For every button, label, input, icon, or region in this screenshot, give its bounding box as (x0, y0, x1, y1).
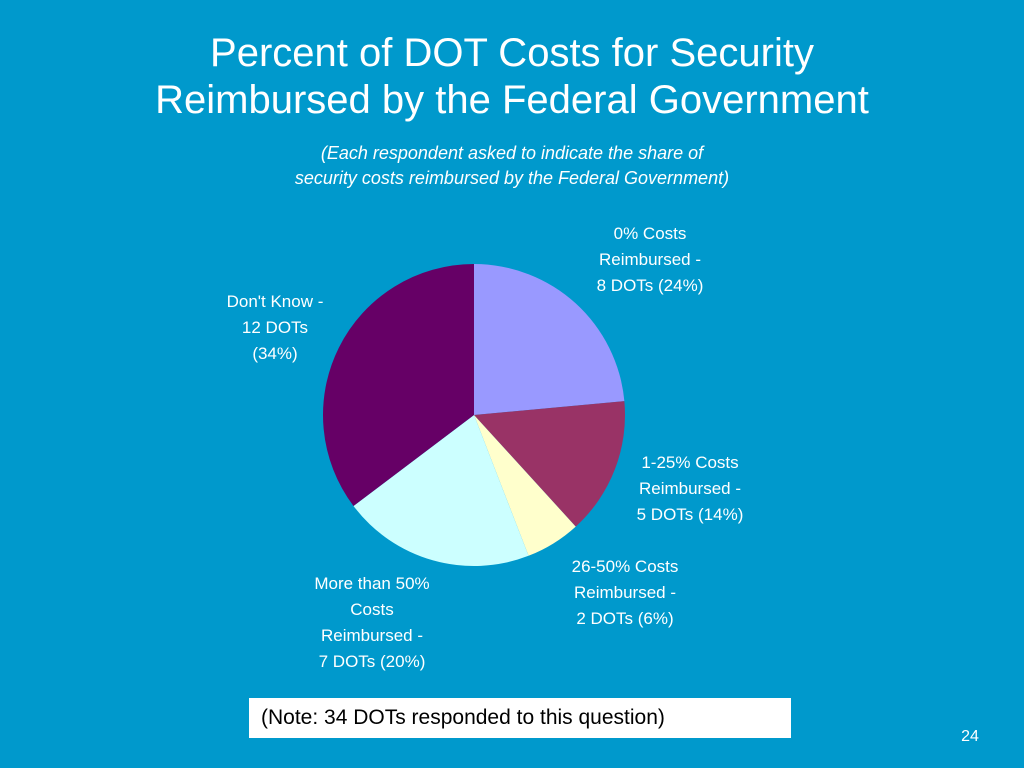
slide-title-line-2: Reimbursed by the Federal Government (155, 78, 869, 122)
slice-1-25-percent (474, 401, 625, 527)
slice-label-0-percent: 0% Costs Reimbursed - 8 DOTs (24%) (596, 224, 704, 295)
slice-label-1-25-percent: 1-25% Costs Reimbursed - 5 DOTs (14%) (636, 453, 744, 524)
slide-subtitle: (Each respondent asked to indicate the s… (0, 141, 1024, 191)
slide-title-line-1: Percent of DOT Costs for Security (210, 31, 814, 75)
slice-more-than-50-percent (353, 415, 529, 566)
slide-subtitle-line-1: (Each respondent asked to indicate the s… (320, 143, 704, 163)
slide-title: Percent of DOT Costs for Security Reimbu… (0, 30, 1024, 124)
slice-label-more-than-50-percent: More than 50% Costs Reimbursed - 7 DOTs … (314, 574, 430, 671)
slice-label-26-50-percent: 26-50% Costs Reimbursed - 2 DOTs (6%) (571, 557, 679, 628)
slice-0-percent (474, 264, 625, 415)
slide-subtitle-line-2: security costs reimbursed by the Federal… (294, 168, 730, 188)
slice-label-dont-know: Don't Know - 12 DOTs (34%) (226, 292, 324, 363)
note-box: (Note: 34 DOTs responded to this questio… (249, 698, 791, 738)
slice-dont-know (323, 264, 474, 506)
slice-26-50-percent (474, 415, 576, 556)
page-number: 24 (961, 728, 979, 745)
